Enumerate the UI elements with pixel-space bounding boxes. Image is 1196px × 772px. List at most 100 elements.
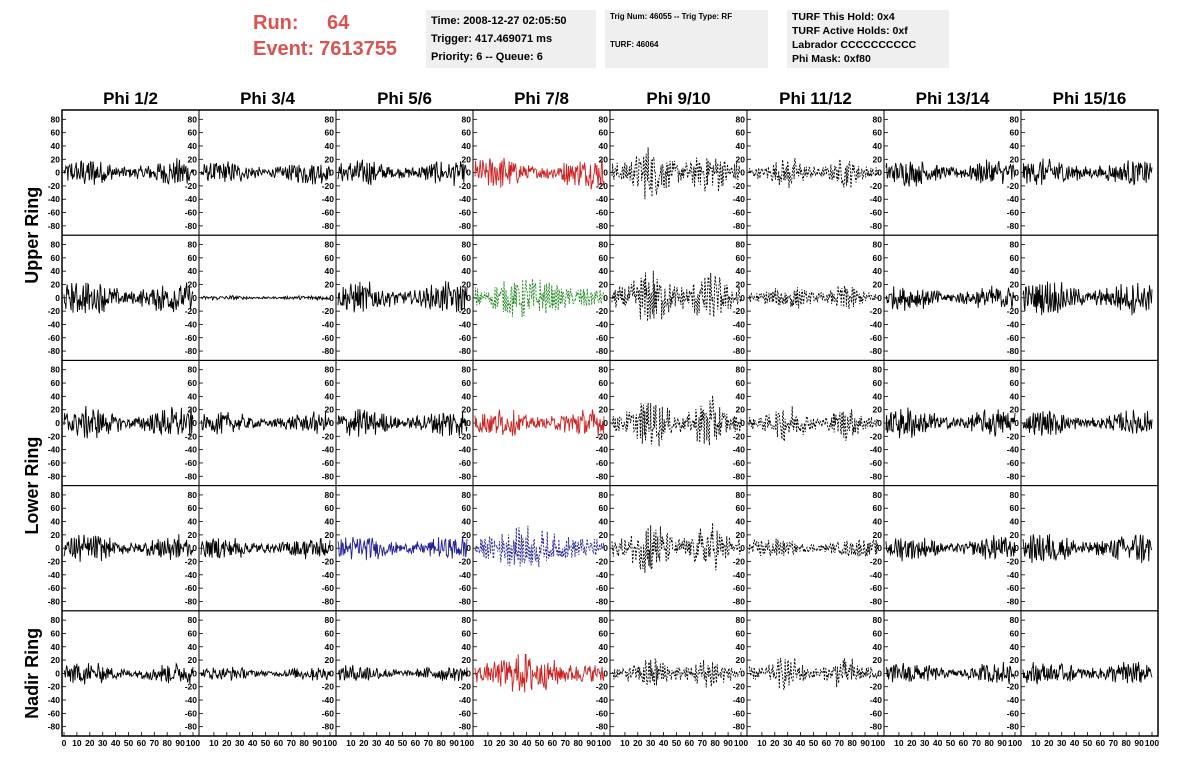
y-tick-label: -20 xyxy=(596,557,609,567)
y-tick-label: 20 xyxy=(736,530,746,540)
y-tick-label: -40 xyxy=(459,319,472,329)
y-tick-label: -80 xyxy=(870,221,883,231)
y-tick-label: 0 xyxy=(466,668,471,678)
y-tick-label: -60 xyxy=(459,708,472,718)
y-tick-label: 80 xyxy=(1010,240,1020,250)
waveform-trace xyxy=(200,161,331,185)
y-tick-label: 80 xyxy=(599,615,609,625)
y-tick-label: -20 xyxy=(596,306,609,316)
y-tick-label: 20 xyxy=(736,279,746,289)
y-tick-label: 60 xyxy=(736,253,746,263)
x-tick-label: 80 xyxy=(573,738,583,748)
y-tick-label: -80 xyxy=(596,596,609,606)
y-tick-label: 40 xyxy=(736,266,746,276)
ring-label: Nadir Ring xyxy=(22,628,42,719)
y-tick-label: -40 xyxy=(48,445,61,455)
waveform-panel: 80 60 40 20 0 -20 -40 -60 -80 xyxy=(459,610,611,737)
y-tick-label: 60 xyxy=(51,628,61,638)
y-tick-label: 20 xyxy=(462,405,472,415)
waveform-trace xyxy=(474,409,605,437)
event-row: Event: 7613755 xyxy=(253,36,423,62)
y-tick-label: -80 xyxy=(459,221,472,231)
waveform-panel: 80 60 40 20 0 -20 -40 -60 -80 xyxy=(1007,485,1159,612)
y-tick-label: -80 xyxy=(185,471,198,481)
y-tick-label: 0 xyxy=(1014,418,1019,428)
waveform-panel: 80 60 40 20 0 -20 -40 -60 -80 xyxy=(185,359,337,487)
waveform-trace xyxy=(611,147,742,200)
y-tick-label: -20 xyxy=(322,557,335,567)
y-tick-label: 20 xyxy=(599,655,609,665)
x-tick-label: 100 xyxy=(1008,738,1022,748)
x-tick-label: 80 xyxy=(984,738,994,748)
waveform-panel: 80 60 40 20 0 -20 -40 -60 -80 xyxy=(1007,109,1159,236)
x-tick-label: 20 xyxy=(1044,738,1054,748)
y-tick-label: -20 xyxy=(870,181,883,191)
waveform-panel: 80 60 40 20 0 -20 -40 -60 -80 xyxy=(733,359,885,487)
y-tick-label: 60 xyxy=(599,628,609,638)
waveform-trace xyxy=(885,661,1016,685)
x-tick-label: 70 xyxy=(835,738,845,748)
x-tick-label: 0 xyxy=(62,738,67,748)
waveform-trace xyxy=(337,409,468,437)
y-tick-label: -20 xyxy=(48,181,61,191)
y-tick-label: -60 xyxy=(48,458,61,468)
run-row: Run: 64 xyxy=(253,10,423,36)
y-tick-label: 40 xyxy=(599,141,609,151)
y-tick-label: -60 xyxy=(48,333,61,343)
waveform-trace xyxy=(885,159,1016,187)
waveform-trace xyxy=(1022,281,1153,316)
y-tick-label: 20 xyxy=(188,154,198,164)
y-tick-label: 60 xyxy=(736,128,746,138)
y-tick-label: 40 xyxy=(736,141,746,151)
y-tick-label: 20 xyxy=(325,279,335,289)
y-tick-label: -60 xyxy=(48,583,61,593)
y-tick-label: 0 xyxy=(466,418,471,428)
y-tick-label: -80 xyxy=(48,221,61,231)
waveform-panel: 80 60 40 20 0 -20 -40 -60 -80 xyxy=(185,109,337,236)
y-tick-label: 60 xyxy=(188,503,198,513)
y-tick-label: -20 xyxy=(733,181,746,191)
ring-label: Upper Ring xyxy=(22,187,42,284)
y-tick-label: 60 xyxy=(599,253,609,263)
waveform-panel: 80 60 40 20 0 -20 -40 -60 -80 xyxy=(870,109,1022,236)
y-tick-label: -40 xyxy=(48,695,61,705)
waveform-panel: 80 60 40 20 0 -20 -40 -60 -80 xyxy=(48,234,200,361)
y-tick-label: 20 xyxy=(51,405,61,415)
waveform-panel: 80 60 40 20 0 -20 -40 -60 -80 xyxy=(1007,610,1159,737)
y-tick-label: -40 xyxy=(596,194,609,204)
y-tick-label: -40 xyxy=(48,319,61,329)
x-tick-label: 40 xyxy=(385,738,395,748)
y-tick-label: 0 xyxy=(192,168,197,178)
y-tick-label: 60 xyxy=(325,253,335,263)
y-tick-label: 60 xyxy=(1010,378,1020,388)
y-tick-label: 80 xyxy=(736,240,746,250)
y-tick-label: -40 xyxy=(733,695,746,705)
y-tick-label: -20 xyxy=(870,431,883,441)
run-value: 64 xyxy=(327,12,350,34)
waveform-panel: 80 60 40 20 0 -20 -40 -60 -80 xyxy=(870,610,1022,737)
waveform-panel: 80 60 40 20 0 -20 -40 -60 -80 xyxy=(733,485,885,612)
column-header: Phi 5/6 xyxy=(377,89,432,108)
y-tick-label: -40 xyxy=(322,319,335,329)
y-tick-label: 40 xyxy=(873,141,883,151)
y-tick-label: 40 xyxy=(1010,517,1020,527)
x-tick-label: 60 xyxy=(274,738,284,748)
y-tick-label: -80 xyxy=(322,471,335,481)
waveform-panel: 80 60 40 20 0 -20 -40 -60 -80 xyxy=(870,485,1022,612)
x-tick-label: 70 xyxy=(1109,738,1119,748)
panel-frame xyxy=(1020,610,1159,737)
x-tick-label: 70 xyxy=(972,738,982,748)
y-tick-label: 40 xyxy=(873,517,883,527)
waveform-trace xyxy=(611,658,742,688)
x-tick-label: 100 xyxy=(460,738,474,748)
y-tick-label: 0 xyxy=(603,168,608,178)
y-tick-label: 40 xyxy=(1010,141,1020,151)
trigger-info-panel: Trig Num: 46055 -- Trig Type: RF TURF: 4… xyxy=(605,10,768,68)
y-tick-label: -80 xyxy=(870,722,883,732)
y-tick-label: -60 xyxy=(596,458,609,468)
y-tick-label: -20 xyxy=(185,181,198,191)
y-tick-label: 80 xyxy=(51,240,61,250)
y-tick-label: -20 xyxy=(185,557,198,567)
y-tick-label: 20 xyxy=(51,530,61,540)
y-tick-label: 20 xyxy=(1010,154,1020,164)
